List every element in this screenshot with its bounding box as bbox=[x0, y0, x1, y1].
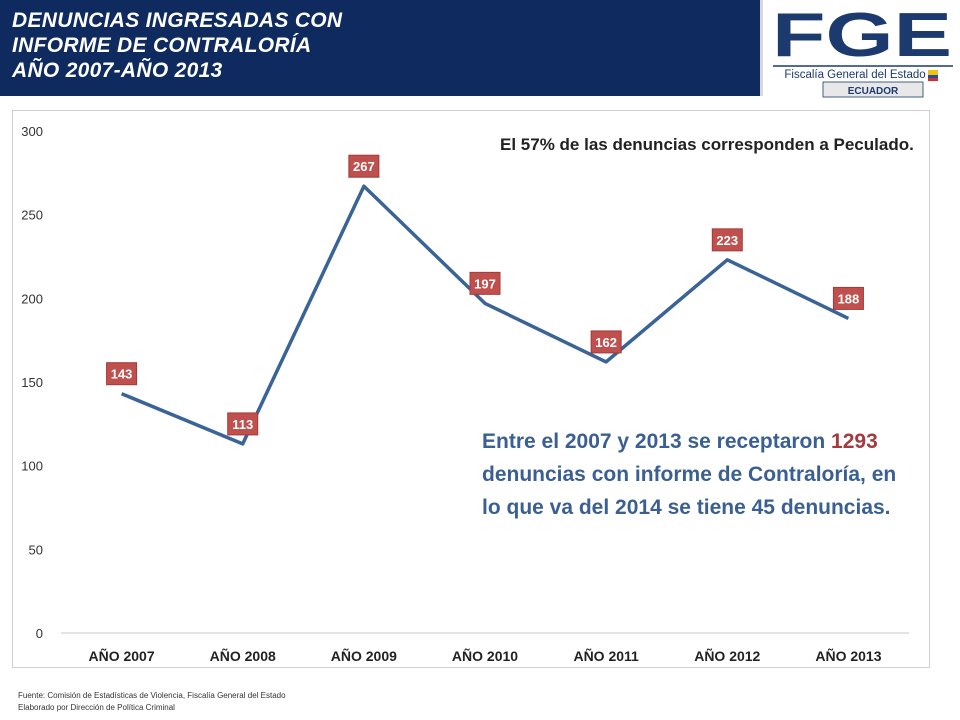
y-tick-label: 250 bbox=[21, 208, 43, 223]
fge-logo: FGE Fiscalía General del Estado ECUADOR bbox=[765, 0, 960, 100]
x-axis: AÑO 2007 AÑO 2008 AÑO 2009 AÑO 2010 AÑO 2011… bbox=[88, 647, 881, 664]
data-label: 267 bbox=[348, 154, 380, 178]
logo-subtitle: Fiscalía General del Estado bbox=[784, 69, 925, 81]
data-label-value: 113 bbox=[232, 417, 253, 432]
summary-note-end: denuncias con informe de Contraloría, en… bbox=[482, 463, 897, 519]
peculado-note: El 57% de las denuncias corresponden a P… bbox=[500, 135, 914, 154]
logo-country: ECUADOR bbox=[848, 86, 899, 97]
source-text: Fuente: Comisión de Estadísticas de Viol… bbox=[18, 691, 286, 700]
flag-yellow bbox=[928, 70, 938, 75]
series-line bbox=[120, 184, 850, 446]
data-label-value: 197 bbox=[474, 276, 496, 291]
x-tick-label: AÑO 2010 bbox=[452, 647, 518, 664]
y-axis: 0 50 100 150 200 250 300 bbox=[21, 124, 43, 641]
title-line-3: AÑO 2007-AÑO 2013 bbox=[12, 59, 223, 82]
data-label: 188 bbox=[832, 286, 864, 310]
data-label-box bbox=[348, 154, 380, 178]
logo-letters: FGE bbox=[772, 1, 952, 70]
data-label: 113 bbox=[227, 412, 259, 436]
x-tick-label: AÑO 2009 bbox=[331, 647, 397, 664]
x-tick-label: AÑO 2012 bbox=[694, 647, 760, 664]
title-line-2: INFORME DE CONTRALORÍA bbox=[12, 34, 312, 57]
x-tick-label: AÑO 2013 bbox=[815, 647, 881, 664]
x-tick-label: AÑO 2008 bbox=[210, 647, 276, 664]
flag-red bbox=[928, 78, 938, 81]
y-tick-label: 50 bbox=[29, 542, 43, 557]
data-label-box bbox=[469, 271, 501, 295]
y-tick-label: 200 bbox=[21, 291, 43, 306]
y-tick-label: 0 bbox=[36, 626, 43, 641]
flag-blue bbox=[928, 75, 938, 78]
data-label: 223 bbox=[711, 228, 743, 252]
summary-total: 1293 bbox=[831, 430, 878, 453]
data-label-value: 188 bbox=[838, 291, 860, 306]
data-label-box bbox=[711, 228, 743, 252]
data-label-value: 223 bbox=[716, 233, 738, 248]
footer: Fuente: Comisión de Estadísticas de Viol… bbox=[18, 690, 286, 714]
summary-note-start: Entre el 2007 y 2013 se receptaron bbox=[482, 430, 832, 453]
data-label-value: 143 bbox=[111, 367, 133, 382]
y-tick-label: 100 bbox=[21, 459, 43, 474]
data-label: 162 bbox=[590, 330, 622, 354]
data-label-box bbox=[227, 412, 259, 436]
credit-text: Elaborado por Dirección de Política Crim… bbox=[18, 703, 175, 712]
data-label-value: 267 bbox=[353, 159, 375, 174]
data-label-box bbox=[832, 286, 864, 310]
summary-note: Entre el 2007 y 2013 se receptaron 1293 … bbox=[482, 425, 902, 524]
title-banner: DENUNCIAS INGRESADAS CON INFORME DE CONT… bbox=[0, 0, 763, 96]
chart-area: 0 50 100 150 200 250 300 AÑO 2007 AÑO 2008 AÑO 2… bbox=[12, 110, 930, 668]
data-label: 143 bbox=[106, 362, 138, 386]
data-label-box bbox=[590, 330, 622, 354]
fge-logo-graphic: FGE Fiscalía General del Estado ECUADOR bbox=[772, 1, 953, 98]
y-tick-label: 150 bbox=[21, 375, 43, 390]
x-tick-label: AÑO 2011 bbox=[573, 647, 639, 664]
data-label-value: 162 bbox=[595, 335, 617, 350]
data-labels: 143 113 267 197 162 223 188 bbox=[106, 154, 864, 436]
y-tick-label: 300 bbox=[21, 124, 43, 139]
x-tick-label: AÑO 2007 bbox=[88, 647, 154, 664]
data-label-box bbox=[106, 362, 138, 386]
data-label: 197 bbox=[469, 271, 501, 295]
title-line-1: DENUNCIAS INGRESADAS CON bbox=[12, 9, 343, 32]
